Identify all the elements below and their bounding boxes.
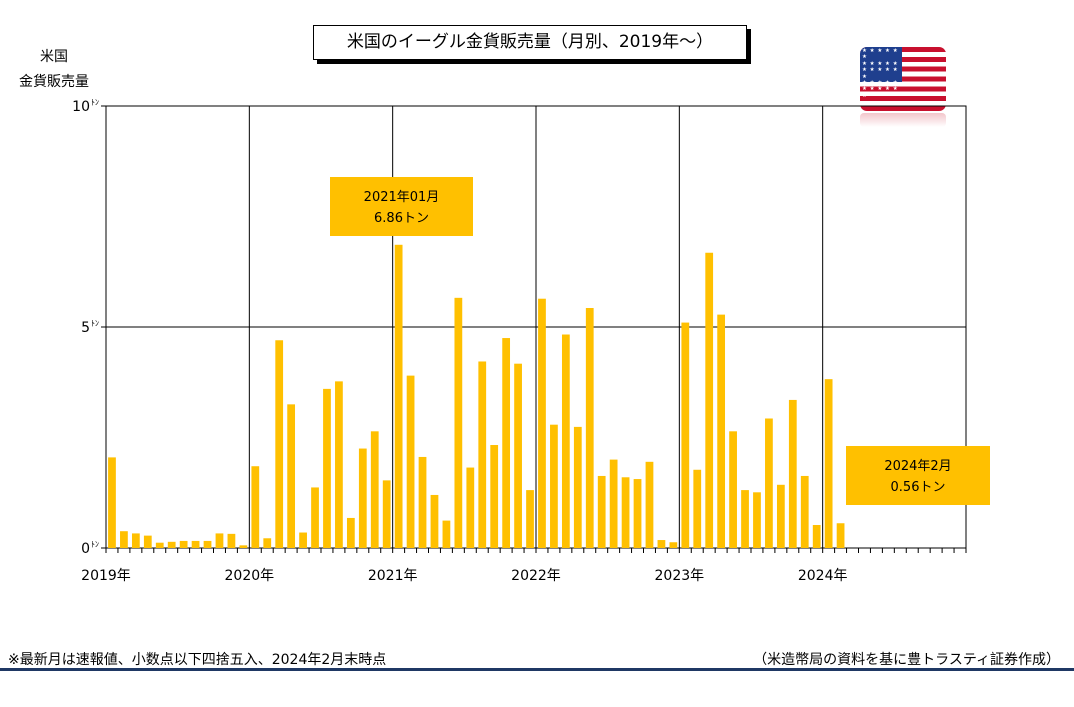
bar <box>358 448 367 548</box>
bar <box>442 520 451 548</box>
x-tick-label: 2022年 <box>511 568 561 584</box>
bar <box>538 298 546 548</box>
bar <box>335 381 343 548</box>
bar <box>370 431 379 548</box>
bar <box>346 517 355 548</box>
bar <box>263 538 272 548</box>
callout-label: 2024年2月 <box>884 459 951 474</box>
bar <box>681 322 690 548</box>
x-tick-label: 2019年 <box>81 568 131 584</box>
bar <box>454 297 463 548</box>
bar <box>430 494 439 548</box>
x-tick-label: 2023年 <box>655 568 705 584</box>
bar <box>585 307 594 548</box>
bar <box>609 459 618 548</box>
callout-box <box>846 446 990 505</box>
bar <box>287 404 296 548</box>
bar <box>633 479 642 548</box>
y-axis-title: 米国 金貨販売量 <box>12 45 96 95</box>
bar <box>836 523 845 548</box>
chart-title: 米国のイーグル金貨販売量（月別、2019年～） <box>313 25 747 60</box>
bar <box>155 542 164 548</box>
bar <box>275 340 284 548</box>
y-tick-label: 10 <box>72 99 90 115</box>
bar <box>717 314 726 548</box>
bar <box>466 467 475 548</box>
y-tick-label: 0 <box>81 541 90 557</box>
bar <box>776 484 785 548</box>
callout-box <box>330 177 473 236</box>
bar <box>765 418 773 548</box>
bar <box>729 431 737 548</box>
bar <box>227 533 236 548</box>
y-tick-unit: ﾄﾝ <box>91 319 99 328</box>
bar <box>323 388 331 548</box>
bar <box>502 338 511 548</box>
callout-label: 0.56トン <box>891 480 946 495</box>
y-tick-unit: ﾄﾝ <box>91 98 99 107</box>
bar <box>120 531 128 548</box>
bar <box>669 542 678 548</box>
bar <box>143 535 152 548</box>
bar <box>108 457 116 548</box>
bar <box>382 480 391 548</box>
bar <box>788 399 797 548</box>
bar <box>597 475 606 548</box>
bar <box>167 541 176 548</box>
y-axis-title-line-2: 金貨販売量 <box>19 74 89 90</box>
callout-label: 6.86トン <box>374 211 429 226</box>
bar <box>621 477 630 548</box>
bar <box>753 492 761 548</box>
y-tick-unit: ﾄﾝ <box>91 540 99 549</box>
bar <box>131 533 140 548</box>
y-axis-title-line-1: 米国 <box>40 49 68 65</box>
bar <box>239 545 248 548</box>
bar <box>800 475 809 548</box>
flag-canton: ★ ★ ★ ★ ★ ★ ★ ★ ★ ★ ★ ★ ★ ★ ★ ★ ★ ★ ★ ★ ★ ★… <box>860 47 902 99</box>
footnote: ※最新月は速報値、小数点以下四捨五入、2024年2月末時点 <box>8 652 387 668</box>
bar <box>573 426 582 548</box>
bar <box>812 525 821 548</box>
x-tick-label: 2021年 <box>368 568 418 584</box>
bar <box>705 252 714 548</box>
bar <box>550 424 558 548</box>
callout-label: 2021年01月 <box>364 190 440 205</box>
flag-reflection <box>860 113 946 127</box>
bar <box>741 490 749 548</box>
bar <box>179 540 188 548</box>
bar <box>824 379 833 548</box>
y-tick-label: 5 <box>81 320 90 336</box>
bar <box>394 244 403 548</box>
bar <box>311 487 319 548</box>
bar <box>561 334 570 548</box>
x-tick-label: 2020年 <box>225 568 275 584</box>
bar <box>693 469 702 548</box>
bar <box>478 361 487 548</box>
bar <box>418 456 427 548</box>
bar <box>514 363 522 548</box>
us-flag-icon: ★ ★ ★ ★ ★ ★ ★ ★ ★ ★ ★ ★ ★ ★ ★ ★ ★ ★ ★ ★ ★ ★… <box>860 47 946 111</box>
bar <box>490 445 499 548</box>
bar <box>645 461 654 548</box>
bar <box>299 532 307 548</box>
bar <box>215 533 224 548</box>
bar <box>657 540 666 548</box>
x-tick-label: 2024年 <box>798 568 848 584</box>
bar <box>406 375 415 548</box>
bottom-rule <box>0 668 1074 671</box>
bar <box>251 466 260 548</box>
bar <box>526 490 534 548</box>
bar <box>203 540 212 548</box>
source-note: （米造幣局の資料を基に豊トラスティ証券作成） <box>753 652 1060 668</box>
bar <box>191 540 200 548</box>
